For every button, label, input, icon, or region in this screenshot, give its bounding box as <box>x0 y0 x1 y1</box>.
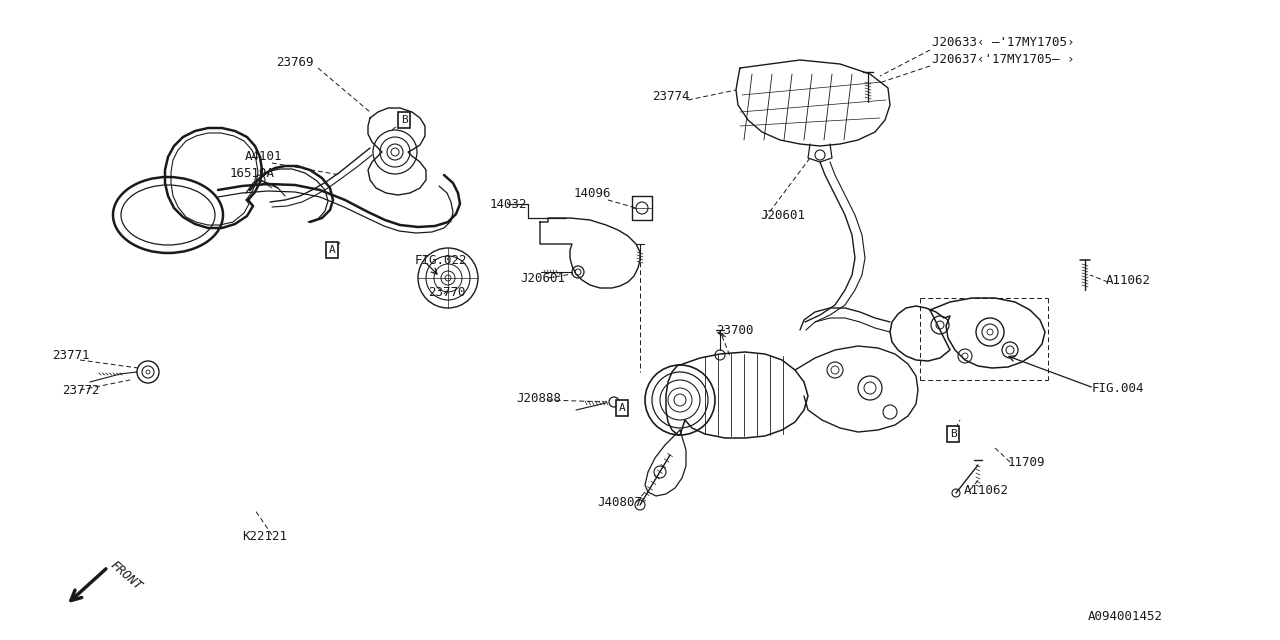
Text: 23769: 23769 <box>276 56 314 68</box>
Text: 23770: 23770 <box>428 285 466 298</box>
Text: A: A <box>618 403 626 413</box>
Text: 11709: 11709 <box>1009 456 1046 468</box>
Text: 23771: 23771 <box>52 349 90 362</box>
Text: J20633‹ –'17MY1705›: J20633‹ –'17MY1705› <box>932 35 1074 49</box>
Text: 16519A: 16519A <box>230 166 275 179</box>
Polygon shape <box>736 60 890 146</box>
Text: FIG.022: FIG.022 <box>415 253 467 266</box>
Text: J20888: J20888 <box>516 392 561 404</box>
Text: FRONT: FRONT <box>108 558 145 593</box>
Text: A: A <box>329 245 335 255</box>
Text: J20601: J20601 <box>760 209 805 221</box>
Text: A11062: A11062 <box>1106 273 1151 287</box>
Text: 14096: 14096 <box>573 186 612 200</box>
Text: 23774: 23774 <box>652 90 690 102</box>
Text: J40807: J40807 <box>598 495 643 509</box>
Text: K22121: K22121 <box>242 531 288 543</box>
Text: 23700: 23700 <box>716 323 754 337</box>
Polygon shape <box>890 298 1044 368</box>
Text: J20637‹'17MY1705– ›: J20637‹'17MY1705– › <box>932 52 1074 65</box>
Text: A11062: A11062 <box>964 483 1009 497</box>
Text: 23772: 23772 <box>61 383 100 397</box>
Text: FIG.004: FIG.004 <box>1092 381 1144 394</box>
Text: J20601: J20601 <box>520 271 564 285</box>
Text: 14032: 14032 <box>490 198 527 211</box>
Text: B: B <box>950 429 956 439</box>
Text: A4101: A4101 <box>244 150 283 163</box>
Text: A094001452: A094001452 <box>1088 609 1164 623</box>
Text: B: B <box>401 115 407 125</box>
